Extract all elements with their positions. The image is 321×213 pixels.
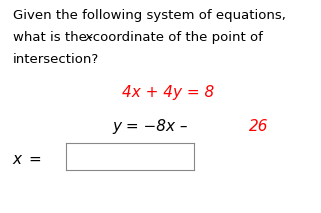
Text: 26: 26 xyxy=(249,119,268,134)
Text: what is the: what is the xyxy=(13,31,91,44)
Text: 4x + 4y = 8: 4x + 4y = 8 xyxy=(122,85,214,100)
Text: intersection?: intersection? xyxy=(13,53,99,66)
Text: x: x xyxy=(84,31,92,44)
Text: y = −8x –: y = −8x – xyxy=(112,119,193,134)
Text: x: x xyxy=(13,152,22,167)
Text: Given the following system of equations,: Given the following system of equations, xyxy=(13,9,286,22)
Text: =: = xyxy=(28,152,41,167)
Text: -coordinate of the point of: -coordinate of the point of xyxy=(88,31,263,44)
